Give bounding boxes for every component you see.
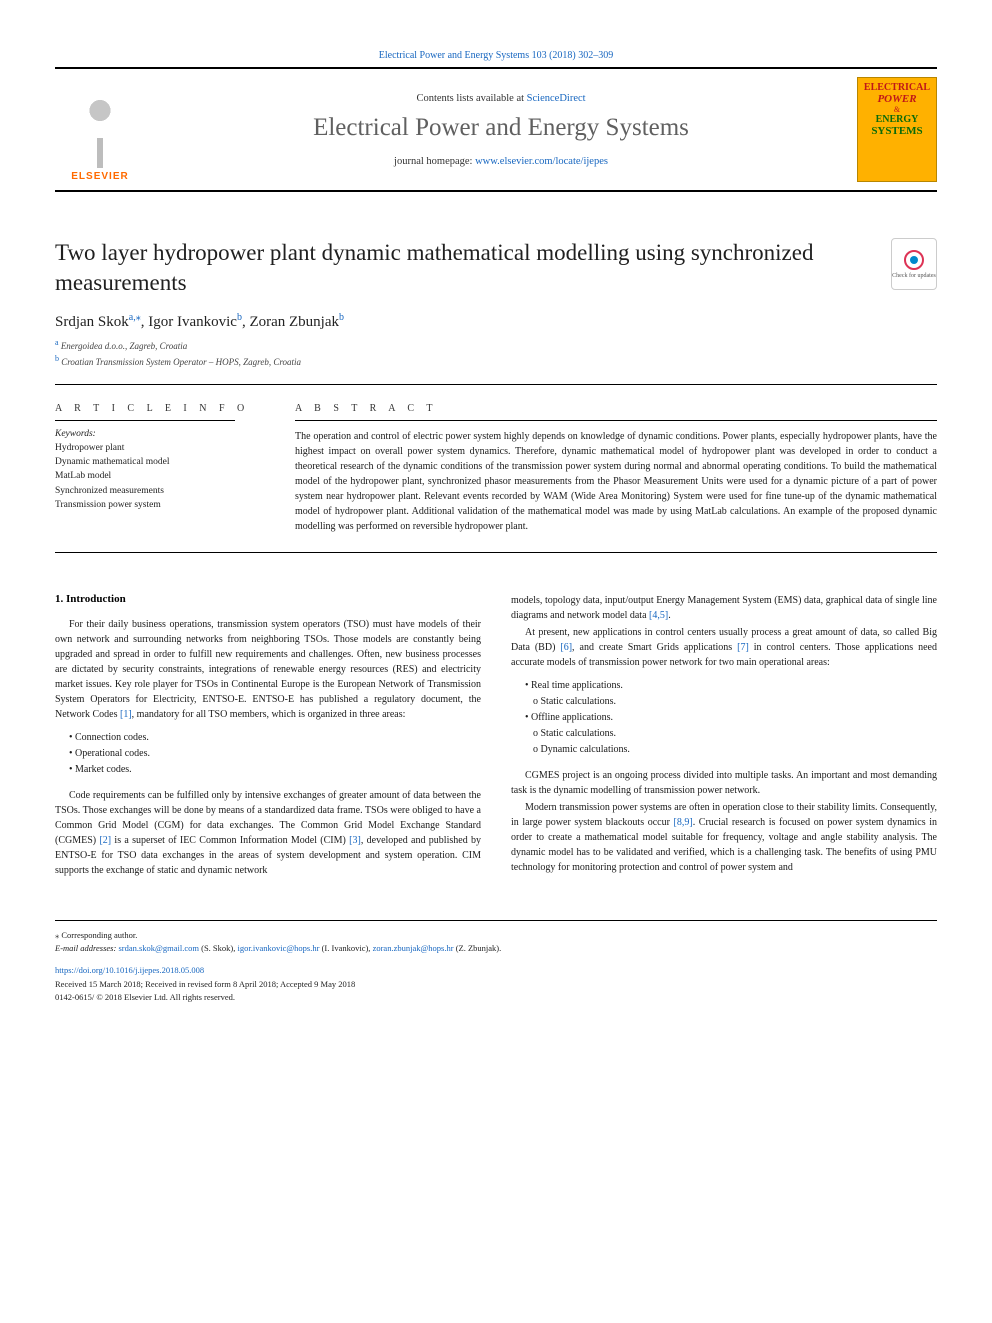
journal-header: ELSEVIER Contents lists available at Sci…: [55, 67, 937, 192]
affiliations: a Energoidea d.o.o., Zagreb, Croatia b C…: [55, 337, 937, 370]
article-info-heading: A R T I C L E I N F O: [55, 403, 267, 414]
email-line: E-mail addresses: srdan.skok@gmail.com (…: [55, 942, 937, 956]
keyword-item: Dynamic mathematical model: [55, 455, 267, 469]
abstract-heading: A B S T R A C T: [295, 403, 937, 414]
keywords-label: Keywords:: [55, 429, 267, 439]
list-item: Static calculations.: [533, 694, 937, 710]
corresponding-note: ⁎ Corresponding author.: [55, 929, 937, 943]
section-1-heading: 1. Introduction: [55, 593, 481, 605]
keywords-list: Hydropower plantDynamic mathematical mod…: [55, 441, 267, 512]
affil-a-sup: a: [55, 338, 59, 347]
author-1: Srdjan Skok: [55, 314, 129, 330]
affil-b-sup: b: [55, 354, 59, 363]
right-p2: At present, new applications in control …: [511, 625, 937, 670]
keyword-item: Transmission power system: [55, 498, 267, 512]
right-column: models, topology data, input/output Ener…: [511, 593, 937, 880]
received-line: Received 15 March 2018; Received in revi…: [55, 978, 937, 992]
author-3-sup: b: [339, 312, 344, 323]
abstract-divider: [295, 420, 937, 421]
ref-1-link[interactable]: [1]: [120, 709, 132, 720]
list-item: Static calculations.: [533, 726, 937, 742]
left-column: 1. Introduction For their daily business…: [55, 593, 481, 880]
ref-6-link[interactable]: [6]: [560, 642, 572, 653]
cover-line2: POWER: [877, 93, 916, 105]
article-info-col: A R T I C L E I N F O Keywords: Hydropow…: [55, 403, 295, 534]
list-item: Operational codes.: [69, 746, 481, 762]
elsevier-logo: ELSEVIER: [55, 77, 145, 182]
updates-label: Check for updates: [892, 273, 936, 279]
abstract-col: A B S T R A C T The operation and contro…: [295, 403, 937, 534]
body-columns: 1. Introduction For their daily business…: [55, 593, 937, 880]
abstract-text: The operation and control of electric po…: [295, 429, 937, 534]
doi-link[interactable]: https://doi.org/10.1016/j.ijepes.2018.05…: [55, 964, 937, 978]
ref-2-link[interactable]: [2]: [99, 835, 111, 846]
homepage-line: journal homepage: www.elsevier.com/locat…: [145, 156, 857, 167]
left-p1: For their daily business operations, tra…: [55, 617, 481, 722]
updates-icon: [903, 249, 925, 271]
right-bullets-2: Real time applications.Static calculatio…: [525, 678, 937, 758]
cover-line3: ENERGY: [876, 114, 919, 125]
author-3: Zoran Zbunjak: [249, 314, 339, 330]
affil-b: Croatian Transmission System Operator – …: [61, 357, 301, 367]
author-2: Igor Ivankovic: [148, 314, 237, 330]
right-p4: Modern transmission power systems are of…: [511, 800, 937, 875]
journal-name: Electrical Power and Energy Systems: [145, 114, 857, 142]
author-1-sup: a,⁎: [129, 312, 141, 323]
email-who: (S. Skok),: [199, 943, 238, 953]
left-bullets-1: Connection codes.Operational codes.Marke…: [69, 730, 481, 778]
list-item: Connection codes.: [69, 730, 481, 746]
ref-89-link[interactable]: [8,9]: [674, 817, 693, 828]
left-p2: Code requirements can be fulfilled only …: [55, 788, 481, 878]
top-citation: Electrical Power and Energy Systems 103 …: [55, 50, 937, 61]
ref-7-link[interactable]: [7]: [737, 642, 749, 653]
contents-prefix: Contents lists available at: [416, 93, 526, 104]
footer: ⁎ Corresponding author. E-mail addresses…: [55, 920, 937, 1005]
sciencedirect-link[interactable]: ScienceDirect: [527, 93, 586, 104]
copyright-line: 0142-0615/ © 2018 Elsevier Ltd. All righ…: [55, 991, 937, 1005]
email-link[interactable]: srdan.skok@gmail.com: [118, 943, 199, 953]
list-item: Market codes.: [69, 762, 481, 778]
homepage-link[interactable]: www.elsevier.com/locate/ijepes: [475, 156, 608, 167]
check-updates-badge[interactable]: Check for updates: [891, 238, 937, 290]
journal-cover: ELECTRICAL POWER & ENERGY SYSTEMS: [857, 77, 937, 182]
homepage-prefix: journal homepage:: [394, 156, 475, 167]
elsevier-label: ELSEVIER: [71, 171, 128, 182]
email-who: (I. Ivankovic),: [319, 943, 372, 953]
keyword-item: MatLab model: [55, 469, 267, 483]
info-divider: [55, 420, 235, 421]
author-2-sup: b: [237, 312, 242, 323]
ref-45-link[interactable]: [4,5]: [649, 610, 668, 621]
list-item: Real time applications.: [525, 678, 937, 694]
affil-a: Energoidea d.o.o., Zagreb, Croatia: [61, 341, 188, 351]
right-p3: CGMES project is an ongoing process divi…: [511, 768, 937, 798]
email-who: (Z. Zbunjak).: [454, 943, 502, 953]
article-title: Two layer hydropower plant dynamic mathe…: [55, 238, 871, 298]
email-label: E-mail addresses:: [55, 943, 118, 953]
list-item: Dynamic calculations.: [533, 742, 937, 758]
ref-3-link[interactable]: [3]: [349, 835, 361, 846]
keyword-item: Hydropower plant: [55, 441, 267, 455]
right-p1: models, topology data, input/output Ener…: [511, 593, 937, 623]
elsevier-tree-icon: [65, 93, 135, 168]
cover-line4: SYSTEMS: [871, 125, 922, 137]
header-center: Contents lists available at ScienceDirec…: [145, 93, 857, 167]
authors: Srdjan Skoka,⁎, Igor Ivankovicb, Zoran Z…: [55, 312, 937, 331]
divider: [55, 384, 937, 385]
keyword-item: Synchronized measurements: [55, 484, 267, 498]
email-link[interactable]: igor.ivankovic@hops.hr: [237, 943, 319, 953]
list-item: Offline applications.: [525, 710, 937, 726]
email-link[interactable]: zoran.zbunjak@hops.hr: [373, 943, 454, 953]
cover-line1: ELECTRICAL: [864, 82, 930, 93]
contents-line: Contents lists available at ScienceDirec…: [145, 93, 857, 104]
